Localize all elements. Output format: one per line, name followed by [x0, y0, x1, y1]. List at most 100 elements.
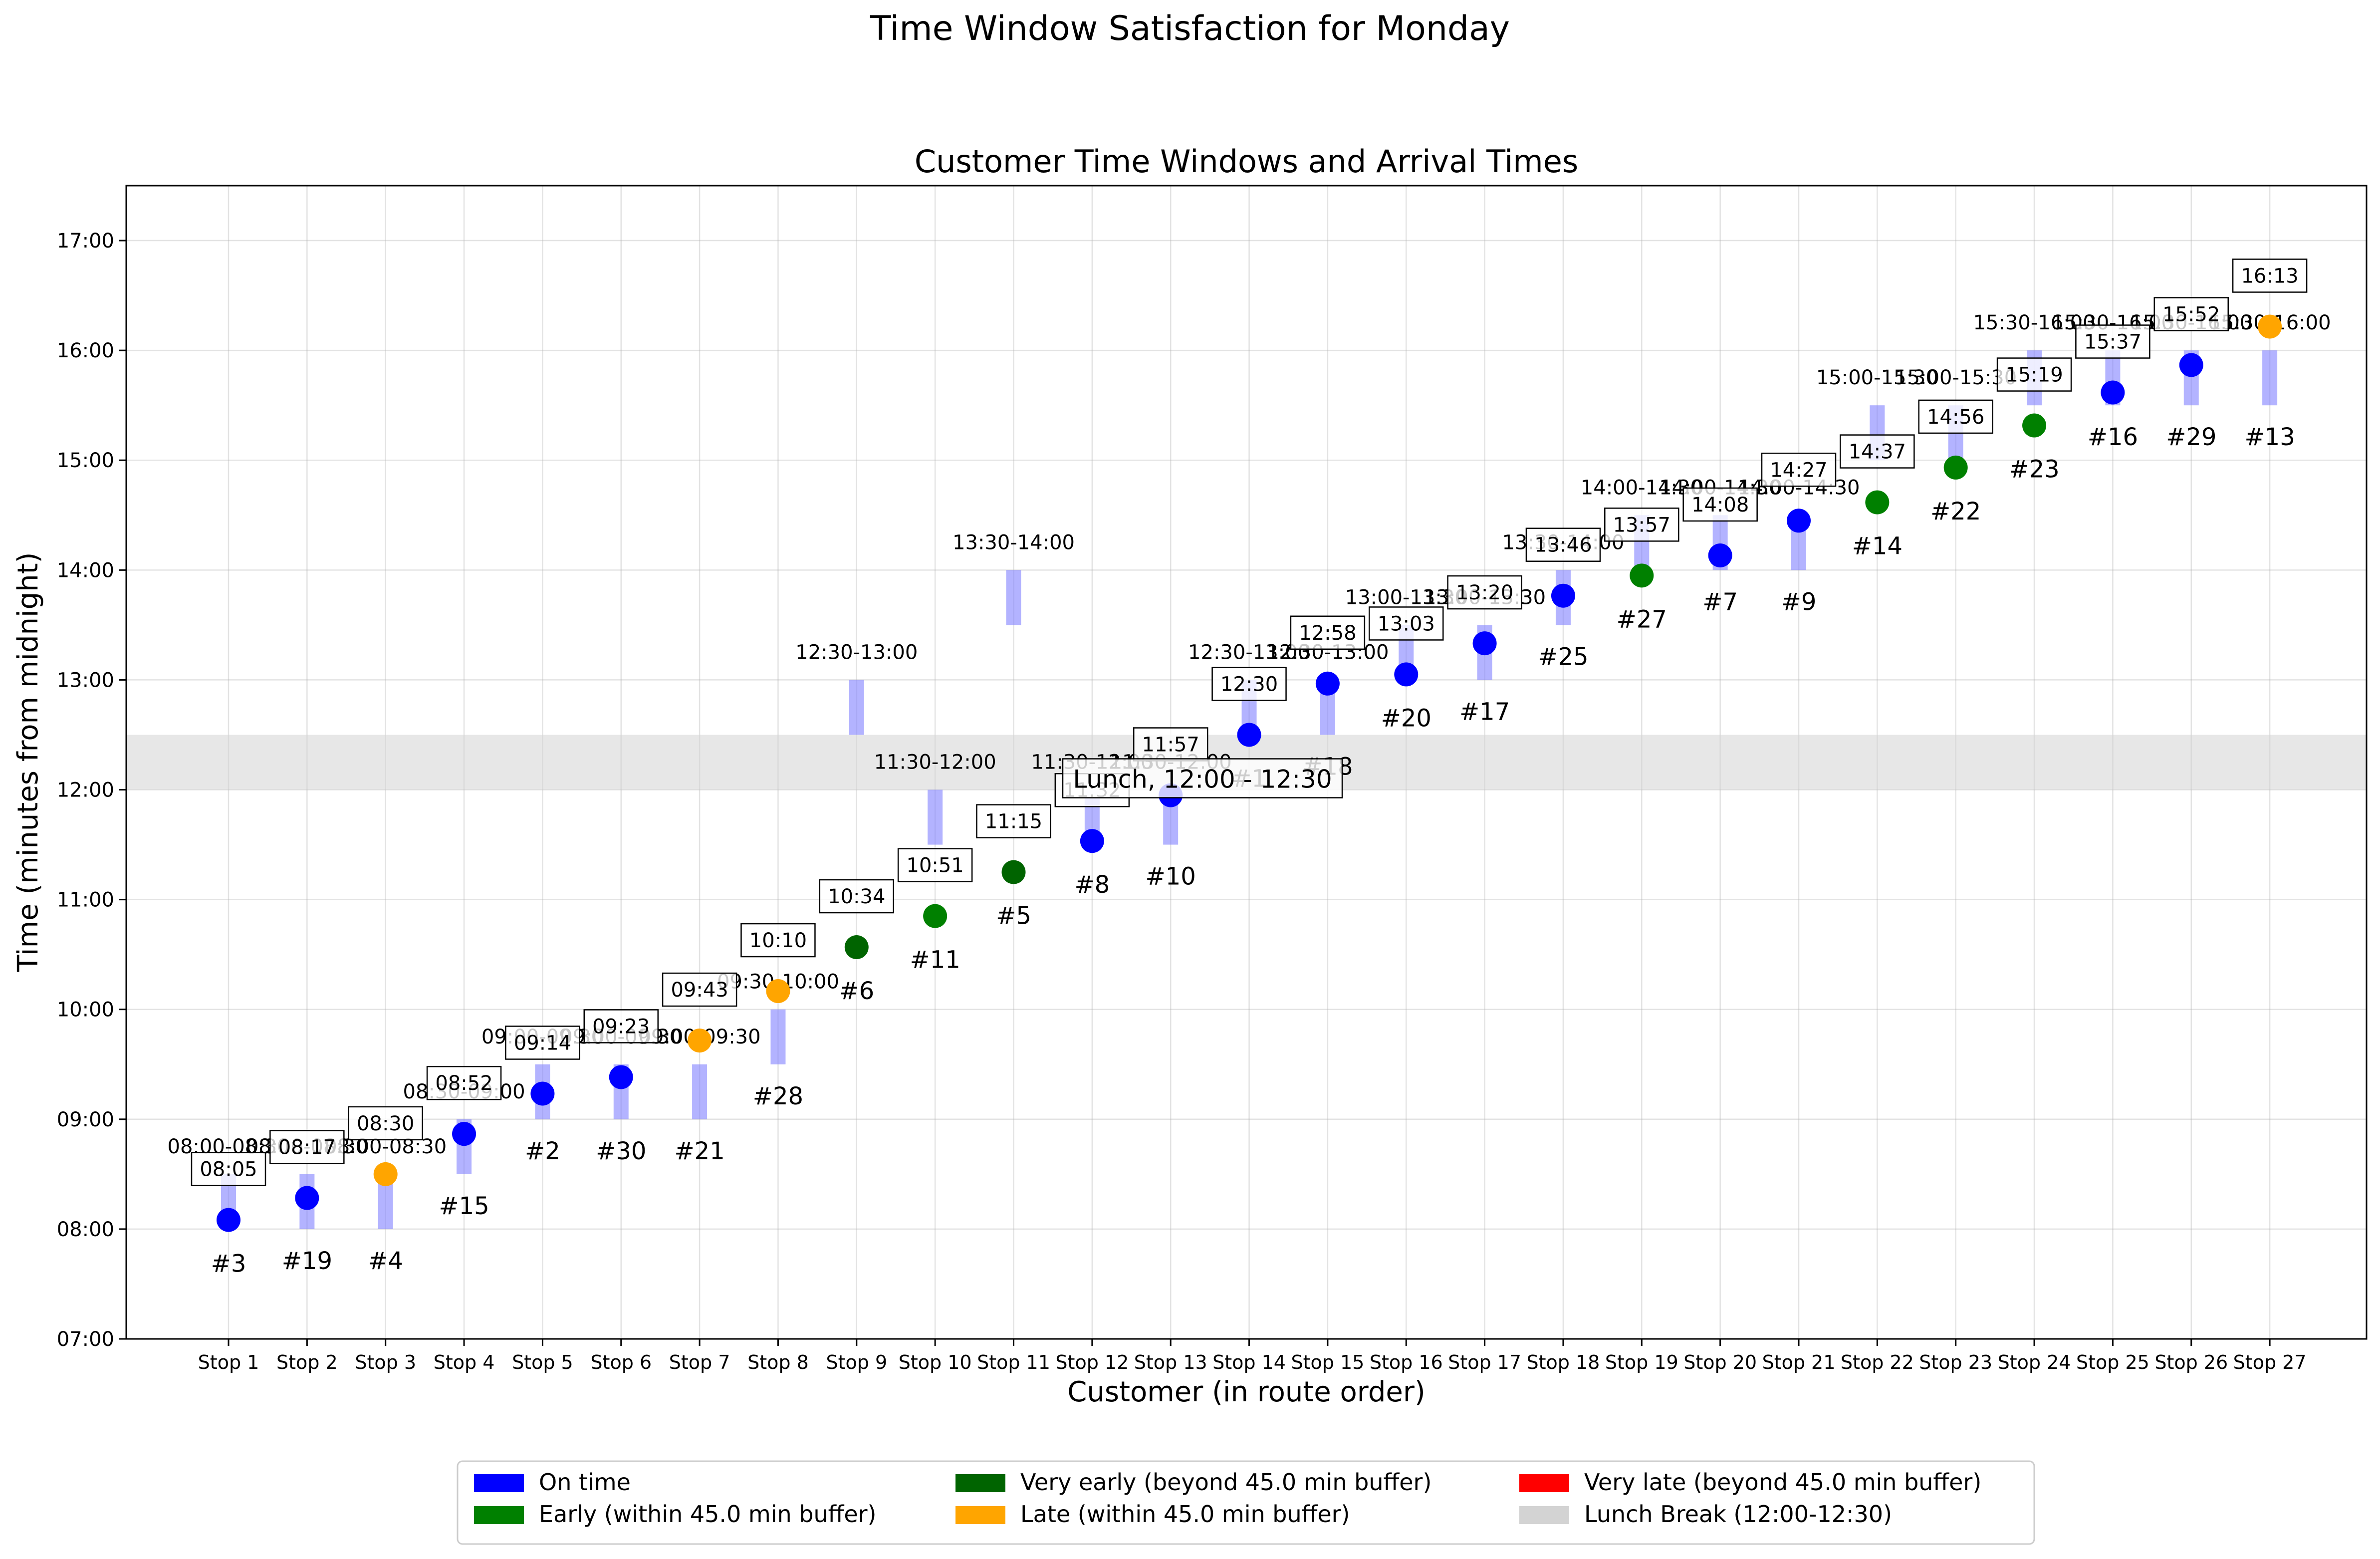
customer-id-label: #10 [1146, 863, 1196, 891]
x-tick-label: Stop 23 [1919, 1351, 1992, 1373]
plot-area: 08:00-08:3008:00-08:3008:00-08:3008:30-0… [126, 186, 2367, 1340]
customer-id-label: #21 [674, 1137, 724, 1165]
x-tick-label: Stop 20 [1683, 1351, 1757, 1373]
arrival-label-text: 11:15 [985, 810, 1042, 833]
y-tick-label: 10:00 [57, 999, 114, 1022]
chart-title: Customer Time Windows and Arrival Times [915, 143, 1578, 180]
arrival-label: 12:30 [1211, 667, 1287, 701]
x-axis-label: Customer (in route order) [1067, 1376, 1425, 1408]
legend-label: Very late (beyond 45.0 min buffer) [1584, 1469, 1981, 1496]
arrival-label-text: 13:57 [1613, 514, 1670, 536]
arrival-label: 14:08 [1682, 487, 1758, 522]
arrival-label-box [1682, 487, 1758, 522]
customer-id-label: #22 [1930, 498, 1981, 525]
legend-label: Late (within 45.0 min buffer) [1020, 1501, 1350, 1528]
customer-id-label: #8 [1074, 871, 1110, 899]
customer-id-label: #27 [1617, 605, 1667, 633]
arrival-point [1001, 860, 1026, 884]
arrival-label-box [1840, 434, 1915, 469]
arrival-label-box [1996, 357, 2072, 392]
x-tick-label: Stop 14 [1212, 1351, 1286, 1373]
time-window-bar [1006, 570, 1021, 625]
legend-swatch [955, 1506, 1005, 1524]
x-tick-label: Stop 8 [747, 1351, 809, 1373]
customer-id-label: #7 [1702, 588, 1738, 616]
time-window-label: 13:00-13:30 [1345, 586, 1467, 609]
arrival-label-box [1447, 575, 1522, 610]
time-window-label: 15:00-15:30 [1816, 366, 1938, 389]
time-window-bar [849, 680, 864, 735]
arrival-label: 08:05 [191, 1152, 266, 1186]
x-tick-label: Stop 19 [1605, 1351, 1678, 1373]
legend-swatch [474, 1474, 524, 1492]
y-axis: 07:00 08:00 09:00 10:00 11:00 12:00 13:00 14:00… [57, 230, 126, 1351]
arrival-point [1472, 631, 1497, 656]
arrival-label-text: 13:46 [1534, 534, 1592, 557]
arrival-point [295, 1186, 319, 1210]
arrival-point [1551, 583, 1575, 608]
arrival-point [1630, 563, 1654, 588]
arrival-label-box [662, 972, 737, 1007]
y-axis-label: Time (minutes from midnight) [12, 552, 44, 973]
x-tick-label: Stop 2 [276, 1351, 338, 1373]
arrival-label: 13:57 [1604, 508, 1679, 542]
arrival-point [766, 979, 790, 1004]
customer-id-label: #11 [910, 946, 960, 974]
arrival-label-text: 10:34 [828, 885, 885, 908]
legend-label: Early (within 45.0 min buffer) [539, 1501, 877, 1528]
x-tick-label: Stop 15 [1291, 1351, 1364, 1373]
arrival-label-text: 08:17 [278, 1136, 336, 1159]
arrival-label-box [191, 1152, 266, 1186]
arrival-label: 14:27 [1761, 453, 1837, 487]
time-window-label: 11:30-12:00 [874, 751, 996, 774]
arrival-point [373, 1162, 398, 1186]
x-tick-label: Stop 22 [1841, 1351, 1914, 1373]
arrival-label-text: 14:27 [1770, 459, 1827, 482]
arrival-label-text: 12:30 [1220, 673, 1278, 696]
time-window-label: 14:00-14:30 [1581, 476, 1703, 499]
arrival-label-text: 09:23 [592, 1015, 650, 1038]
arrival-label-box [426, 1065, 502, 1100]
arrival-point [844, 935, 869, 959]
arrival-point [923, 904, 948, 928]
arrival-point [2101, 380, 2125, 405]
time-window-label: 15:00-15:30 [1895, 366, 2017, 389]
arrival-label: 13:46 [1525, 527, 1601, 562]
arrival-label: 08:17 [269, 1130, 345, 1164]
arrival-label: 15:37 [2075, 324, 2150, 359]
customer-id-label: #17 [1459, 698, 1510, 726]
arrival-label: 13:20 [1447, 575, 1522, 610]
x-tick-label: Stop 16 [1370, 1351, 1443, 1373]
x-tick-label: Stop 3 [355, 1351, 416, 1373]
arrival-label-box [2153, 297, 2229, 331]
x-tick-label: Stop 24 [1998, 1351, 2071, 1373]
arrival-label-box [1290, 615, 1366, 650]
arrival-point [452, 1122, 476, 1146]
arrival-label: 08:52 [426, 1065, 502, 1100]
customer-id-label: #20 [1381, 704, 1431, 732]
customer-id-label: #23 [2009, 456, 2059, 484]
x-tick-label: Stop 4 [434, 1351, 495, 1373]
customer-id-label: #16 [2088, 423, 2138, 451]
x-tick-label: Stop 9 [826, 1351, 887, 1373]
arrival-label-box [897, 848, 973, 882]
arrival-label: 09:43 [662, 972, 737, 1007]
arrival-label: 09:14 [505, 1026, 580, 1060]
time-window-label: 15:30-16:00 [1973, 311, 2096, 334]
arrival-label-text: 14:56 [1927, 406, 1984, 429]
arrival-label-box [1525, 527, 1601, 562]
customer-id-label: #9 [1781, 588, 1817, 616]
arrival-label-text: 13:20 [1456, 581, 1513, 604]
arrival-label-text: 10:10 [749, 929, 807, 952]
arrival-label-box [2075, 324, 2150, 359]
y-tick-label: 15:00 [57, 449, 114, 472]
x-tick-label: Stop 21 [1762, 1351, 1836, 1373]
arrival-point [1315, 671, 1340, 696]
arrival-label-box [1369, 606, 1444, 641]
x-tick-label: Stop 13 [1134, 1351, 1207, 1373]
arrival-label: 10:34 [819, 879, 895, 914]
arrival-label-text: 11:57 [1142, 734, 1199, 757]
x-tick-label: Stop 26 [2154, 1351, 2228, 1373]
legend: On time Early (within 45.0 min buffer) Ver… [457, 1460, 2035, 1545]
arrival-point [1080, 829, 1104, 853]
